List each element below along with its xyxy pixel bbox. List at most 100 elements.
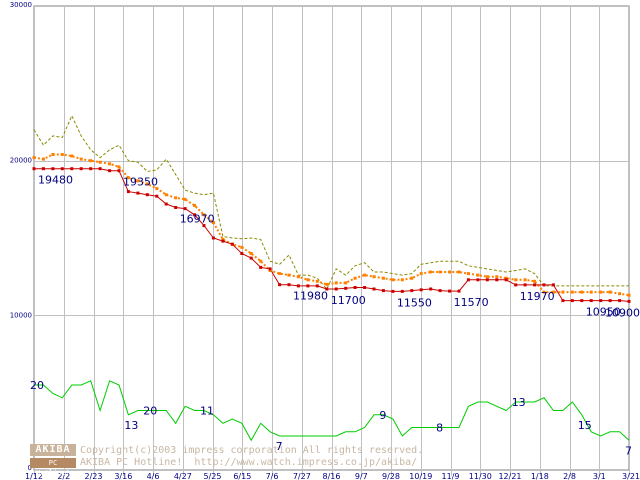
data-point-average [145, 182, 149, 186]
data-point-min [249, 256, 253, 260]
annotation-label: 13 [512, 396, 526, 409]
series-line-max [33, 114, 629, 290]
data-point-min [618, 299, 622, 303]
data-point-min [419, 288, 423, 292]
data-point-min [183, 207, 187, 211]
data-point-min [551, 283, 555, 287]
data-point-min [268, 267, 272, 271]
data-point-min [164, 202, 168, 206]
data-point-min [363, 286, 367, 289]
y-tick-label: 30000 [10, 1, 32, 9]
akiba-logo-top: AKIBA [30, 444, 76, 456]
data-point-average [221, 238, 225, 241]
annotation-label: 20 [30, 379, 44, 392]
data-point-average [41, 157, 45, 161]
data-point-average [32, 156, 36, 160]
data-point-min [145, 193, 149, 197]
y-tick-label: 20000 [10, 157, 32, 165]
data-point-min [108, 169, 112, 173]
data-point-min [136, 191, 140, 195]
data-point-average [495, 275, 499, 279]
data-point-min [41, 167, 45, 171]
data-point-min [221, 239, 225, 243]
data-point-min [325, 287, 329, 291]
x-tick-label: 6/15 [233, 472, 251, 480]
data-point-min [485, 278, 489, 282]
data-point-min [193, 213, 197, 217]
data-point-average [155, 187, 159, 190]
series-layer [33, 114, 630, 442]
data-point-average [296, 275, 300, 279]
data-point-min [230, 242, 234, 246]
data-point-average [372, 275, 376, 279]
annotation-label: 20 [143, 405, 157, 418]
data-point-min [211, 236, 215, 240]
data-point-min [561, 299, 565, 303]
annotation-label: 11700 [331, 294, 366, 307]
data-point-min [353, 286, 357, 289]
data-point-average [108, 162, 112, 166]
x-tick-label: 3/1 [593, 472, 606, 480]
data-point-average [325, 282, 329, 286]
data-point-average [476, 273, 480, 277]
data-point-average [193, 204, 197, 207]
data-point-average [136, 179, 140, 183]
data-point-average [89, 159, 93, 163]
data-point-average [60, 153, 64, 156]
annotation-label: 10900 [605, 306, 640, 319]
data-point-average [400, 278, 404, 282]
x-tick-label: 11/30 [469, 472, 492, 480]
data-point-min [514, 283, 518, 287]
annotation-label: 11 [200, 405, 214, 418]
akiba-logo-bottom: PC Hotline! [30, 458, 76, 477]
x-tick-label: 7/27 [293, 472, 311, 480]
data-point-average [391, 278, 395, 282]
data-point-min [542, 283, 546, 287]
data-point-min [410, 289, 414, 293]
annotation-label: 8 [436, 422, 443, 435]
x-tick-label: 4/6 [147, 472, 160, 480]
data-point-average [249, 252, 253, 255]
data-point-average [533, 279, 537, 283]
data-point-min [51, 167, 55, 171]
data-point-min [98, 167, 102, 171]
annotation-label: 19350 [123, 176, 158, 189]
data-point-min [608, 299, 612, 303]
x-tick-label: 8/16 [323, 472, 341, 480]
data-point-average [259, 259, 263, 263]
x-tick-label: 10/19 [409, 472, 432, 480]
marker-layer [32, 153, 631, 303]
x-tick-label: 12/21 [498, 472, 521, 480]
x-tick-label: 4/27 [174, 472, 192, 480]
data-point-average [542, 290, 546, 294]
data-point-average [419, 272, 423, 276]
data-point-min [580, 299, 584, 303]
data-point-average [183, 197, 187, 201]
y-tick-label: 10000 [10, 311, 32, 319]
annotation-label: 11570 [454, 296, 489, 309]
series-line-min [34, 168, 630, 302]
copyright-line-2: AKIBA PC Hotline! http://www.watch.impre… [80, 457, 418, 468]
annotation-label: 11970 [520, 290, 555, 303]
data-point-average [514, 278, 518, 282]
x-tick-label: 7/6 [266, 472, 279, 480]
annotation-label: 10950 [586, 306, 621, 319]
data-point-average [570, 290, 574, 294]
data-point-average [51, 153, 55, 156]
data-point-average [599, 290, 603, 294]
data-point-min [296, 284, 300, 288]
data-point-average [344, 281, 348, 285]
x-tick-label: 1/18 [531, 472, 549, 480]
data-point-average [523, 278, 527, 282]
x-tick-label: 9/28 [382, 472, 400, 480]
data-point-average [485, 275, 489, 279]
data-point-min [457, 289, 461, 293]
data-point-average [117, 165, 121, 169]
data-point-min [60, 167, 64, 171]
data-point-min [429, 287, 433, 291]
data-point-average [448, 270, 452, 274]
data-point-min [278, 283, 282, 287]
data-point-average [306, 278, 310, 282]
annotation-label: 9 [379, 409, 386, 422]
